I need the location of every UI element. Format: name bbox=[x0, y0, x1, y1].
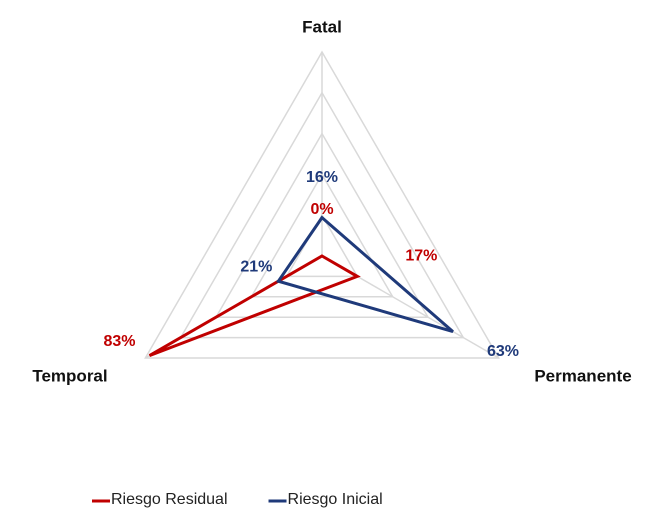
data-label: 17% bbox=[405, 248, 437, 265]
category-label: Temporal bbox=[32, 366, 107, 385]
grid-ring bbox=[144, 50, 500, 359]
grid-ring bbox=[250, 172, 394, 298]
legend-label: Riesgo Residual bbox=[111, 491, 228, 508]
series-line bbox=[275, 215, 454, 334]
legend-label: Riesgo Inicial bbox=[288, 491, 383, 508]
category-label: Fatal bbox=[302, 17, 342, 36]
data-label: 21% bbox=[240, 258, 272, 275]
data-label: 16% bbox=[306, 169, 338, 186]
category-label: Permanente bbox=[534, 366, 631, 385]
data-label: 83% bbox=[103, 333, 135, 350]
grid-ring bbox=[179, 91, 465, 339]
grid-ring bbox=[214, 132, 430, 318]
data-label: 63% bbox=[487, 343, 519, 360]
series-line bbox=[148, 254, 361, 358]
data-label: 0% bbox=[310, 201, 333, 218]
